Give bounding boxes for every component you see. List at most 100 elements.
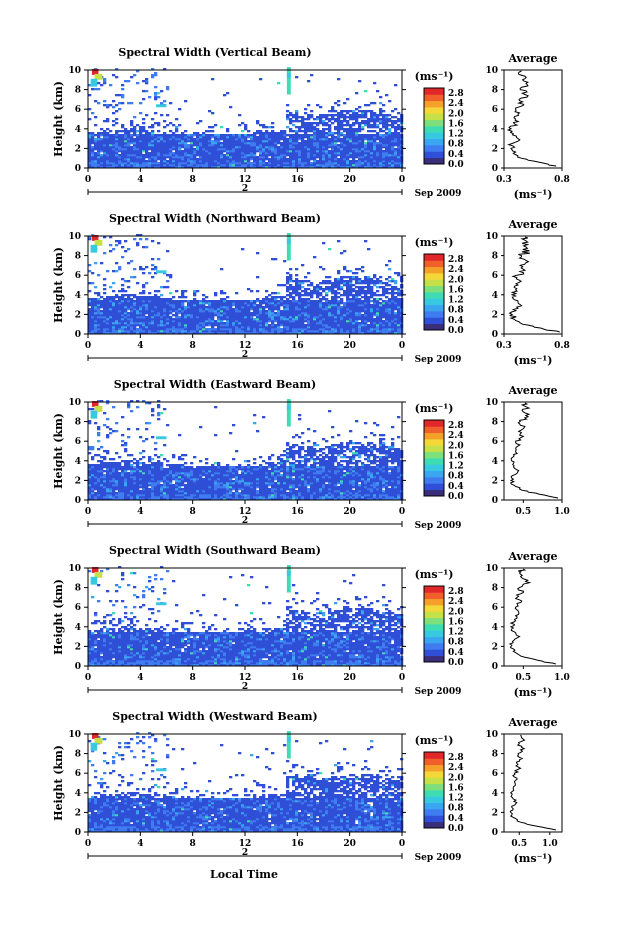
x-tick-label: 0 (399, 341, 405, 351)
avg-x-label: (ms⁻¹) (514, 686, 553, 699)
colorbar-tick-label: 2.4 (448, 99, 464, 109)
panel-title: Spectral Width (Southward Beam) (109, 544, 321, 557)
colorbar-unit: (ms⁻¹) (415, 402, 454, 415)
avg-y-tick-label: 0 (492, 330, 498, 340)
panel-title: Spectral Width (Northward Beam) (109, 212, 321, 225)
x-tick-label: 0 (85, 175, 91, 185)
colorbar-swatch (424, 605, 444, 612)
avg-y-tick-label: 10 (485, 232, 498, 242)
y-tick-label: 10 (68, 730, 81, 740)
colorbar-swatch (424, 88, 444, 95)
y-axis-label: Height (km) (52, 745, 65, 821)
colorbar-swatch (424, 477, 444, 484)
panel-1: Spectral Width (Northward Beam)0246810He… (52, 212, 570, 367)
avg-y-tick-label: 2 (492, 144, 498, 154)
average-title: Average (507, 716, 557, 729)
x-tick-label: 16 (291, 507, 304, 517)
y-tick-label: 4 (75, 457, 81, 467)
colorbar-swatch (424, 764, 444, 772)
colorbar-swatch (424, 758, 444, 766)
avg-x-tick-label: 0.3 (496, 341, 512, 351)
colorbar-swatch (424, 611, 444, 619)
panel-title: Spectral Width (Vertical Beam) (118, 46, 311, 59)
y-tick-label: 8 (75, 418, 81, 428)
colorbar-swatch (424, 617, 444, 625)
colorbar-tick-label: 2.0 (448, 441, 464, 451)
x-tick-label: 8 (190, 839, 196, 849)
colorbar-swatch (424, 311, 444, 318)
colorbar-tick-label: 0.8 (448, 140, 464, 150)
colorbar-swatch (424, 598, 444, 606)
y-tick-label: 0 (75, 330, 81, 340)
avg-y-tick-label: 8 (492, 584, 498, 594)
x-tick-label: 0 (399, 839, 405, 849)
y-tick-label: 6 (75, 769, 81, 779)
colorbar-swatch (424, 113, 444, 121)
avg-y-tick-label: 4 (492, 623, 498, 633)
y-tick-label: 0 (75, 496, 81, 506)
colorbar-swatch (424, 138, 444, 146)
colorbar-tick-label: 0.8 (448, 472, 464, 482)
colorbar-swatch (424, 649, 444, 657)
y-tick-label: 6 (75, 437, 81, 447)
colorbar-tick-label: 2.4 (448, 763, 464, 773)
colorbar-swatch (424, 151, 444, 159)
colorbar-swatch (424, 107, 444, 114)
avg-y-tick-label: 2 (492, 808, 498, 818)
colorbar-swatch (424, 771, 444, 778)
x-tick-label: 4 (137, 341, 143, 351)
day-label: 2 (242, 682, 248, 692)
y-axis-label: Height (km) (52, 247, 65, 323)
date-label: Sep 2009 (415, 853, 462, 863)
date-label: Sep 2009 (415, 521, 462, 531)
x-tick-label: 8 (190, 507, 196, 517)
colorbar-frame (423, 751, 445, 829)
y-tick-label: 2 (75, 144, 81, 154)
average-profile-line (509, 402, 559, 499)
average-title: Average (507, 384, 557, 397)
date-label: Sep 2009 (415, 687, 462, 697)
x-tick-label: 20 (343, 175, 356, 185)
x-axis-label: Local Time (210, 868, 278, 881)
y-tick-label: 6 (75, 271, 81, 281)
avg-y-tick-label: 10 (485, 398, 498, 408)
x-tick-label: 16 (291, 673, 304, 683)
colorbar-tick-label: 2.0 (448, 109, 464, 119)
colorbar-tick-label: 0.4 (448, 648, 464, 658)
colorbar-unit: (ms⁻¹) (415, 568, 454, 581)
colorbar-swatch (424, 464, 444, 472)
date-label: Sep 2009 (415, 189, 462, 199)
colorbar-swatch (424, 317, 444, 325)
average-title: Average (507, 218, 557, 231)
x-tick-label: 12 (239, 507, 252, 517)
colorbar-swatch (424, 821, 444, 829)
colorbar-tick-label: 1.6 (448, 285, 464, 295)
colorbar-tick-label: 0.4 (448, 150, 464, 160)
avg-y-tick-label: 8 (492, 418, 498, 428)
colorbar-swatch (424, 273, 444, 280)
colorbar-swatch (424, 451, 444, 459)
colorbar-swatch (424, 119, 444, 127)
avg-y-tick-label: 6 (492, 769, 498, 779)
colorbar-tick-label: 1.2 (448, 130, 464, 140)
avg-y-tick-label: 6 (492, 271, 498, 281)
day-label: 2 (242, 516, 248, 526)
colorbar-frame (423, 419, 445, 497)
colorbar-swatch (424, 260, 444, 268)
colorbar-tick-label: 1.6 (448, 783, 464, 793)
average-frame (503, 235, 563, 335)
colorbar-tick-label: 1.6 (448, 617, 464, 627)
y-tick-label: 4 (75, 789, 81, 799)
heatmap-cells (88, 731, 404, 833)
y-tick-label: 4 (75, 291, 81, 301)
colorbar-tick-label: 2.8 (448, 587, 464, 597)
colorbar-tick-label: 0.4 (448, 482, 464, 492)
y-tick-label: 10 (68, 398, 81, 408)
colorbar-tick-label: 1.2 (448, 628, 464, 638)
colorbar-swatch (424, 809, 444, 816)
avg-x-tick-label: 1.0 (554, 507, 570, 517)
colorbar-tick-label: 1.2 (448, 296, 464, 306)
avg-x-tick-label: 0.3 (496, 175, 512, 185)
avg-x-tick-label: 0.8 (554, 341, 570, 351)
colorbar-swatch (424, 439, 444, 446)
